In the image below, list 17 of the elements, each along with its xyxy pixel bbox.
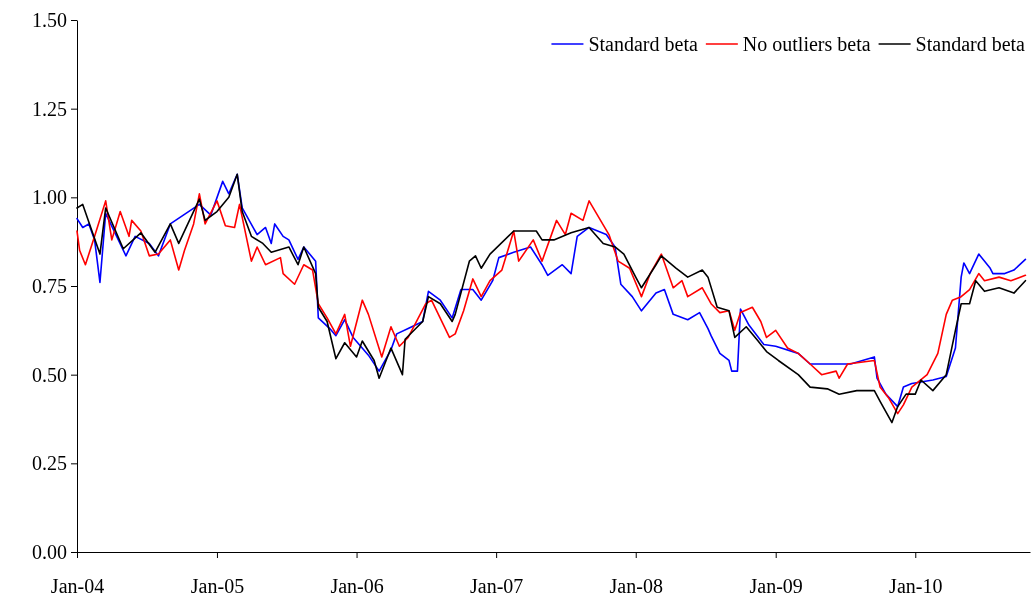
y-tick-label: 1.25 [32,97,67,120]
y-tick-label: 0.25 [32,452,67,475]
y-tick-label: 0.75 [32,274,67,297]
legend-label: Standard beta [588,33,698,55]
y-tick-label: 1.00 [32,186,67,209]
y-tick-label: 0.50 [32,363,67,386]
y-tick-label: 1.50 [32,8,67,31]
legend-label: No outliers beta [742,33,871,55]
y-tick-label: 0.00 [32,540,67,563]
x-tick-label: Jan-08 [609,575,663,597]
x-tick-label: Jan-05 [190,575,245,597]
x-tick-label: Jan-10 [889,575,943,597]
x-tick-label: Jan-07 [469,575,524,597]
x-tick-label: Jan-04 [50,575,105,597]
x-tick-label: Jan-09 [749,575,803,597]
legend-label: Standard beta [915,33,1026,55]
x-tick-label: Jan-06 [330,575,384,597]
